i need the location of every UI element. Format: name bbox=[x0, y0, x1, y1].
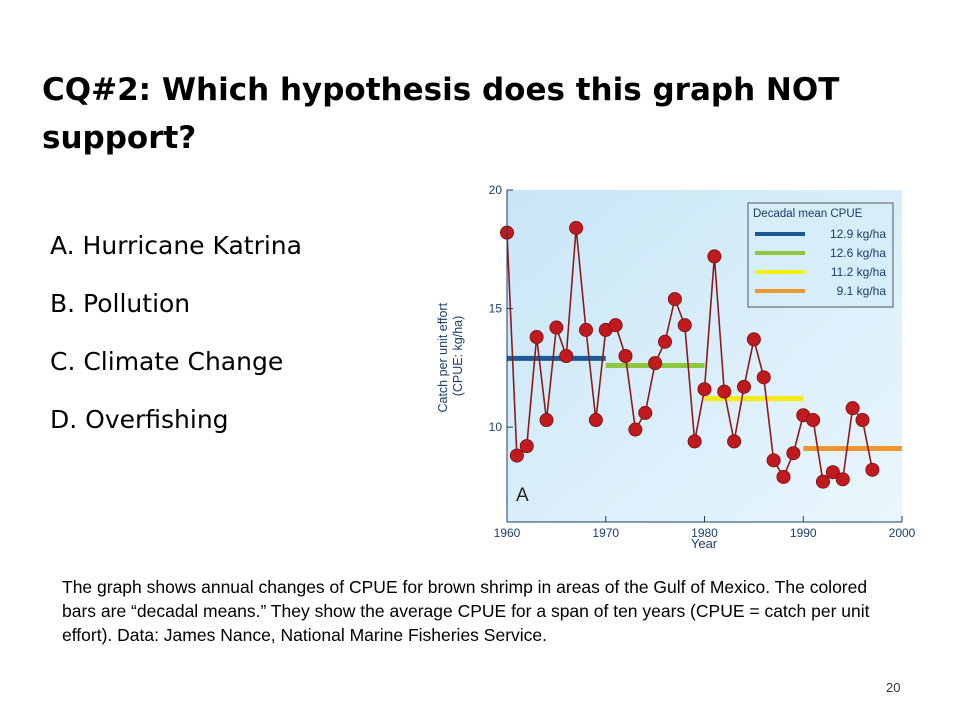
legend-label-4: 9.1 kg/ha bbox=[837, 284, 887, 298]
data-point-1968 bbox=[578, 322, 593, 337]
legend-title: Decadal mean CPUE bbox=[753, 208, 863, 220]
data-point-1975 bbox=[648, 356, 663, 371]
y-axis-label-line-2: (CPUE: kg/ha) bbox=[451, 316, 465, 397]
legend: Decadal mean CPUE 12.9 kg/ha 12.6 kg/ha 11… bbox=[747, 202, 894, 308]
panel-label: A bbox=[516, 485, 529, 506]
data-point-1980 bbox=[697, 382, 712, 397]
data-point-1991 bbox=[806, 413, 821, 428]
data-point-1969 bbox=[588, 413, 603, 428]
data-point-1987 bbox=[766, 453, 781, 468]
data-point-1983 bbox=[727, 434, 742, 449]
option-c: C. Climate Change bbox=[50, 347, 284, 376]
answer-options: A. Hurricane Katrina B. Pollution C. Cli… bbox=[50, 222, 302, 454]
y-tick-label-15: 15 bbox=[489, 302, 503, 316]
data-point-1986 bbox=[756, 370, 771, 385]
data-point-1981 bbox=[707, 249, 722, 264]
legend-label-1: 12.9 kg/ha bbox=[830, 227, 886, 241]
data-point-1984 bbox=[736, 379, 751, 394]
data-point-1973 bbox=[628, 422, 643, 437]
data-point-1976 bbox=[657, 334, 672, 349]
data-point-1971 bbox=[608, 318, 623, 333]
slide-title: CQ#2: Which hypothesis does this graph N… bbox=[42, 72, 840, 156]
data-point-1974 bbox=[638, 405, 653, 420]
chart-svg: 1960 1970 1980 1990 2000 10 15 20 A Decadal mea… bbox=[436, 183, 916, 551]
data-point-1967 bbox=[569, 220, 584, 235]
data-point-1995 bbox=[845, 401, 860, 416]
data-point-1966 bbox=[559, 348, 574, 363]
page-number: 20 bbox=[886, 680, 901, 695]
data-point-1985 bbox=[746, 332, 761, 347]
y-tick-label-10: 10 bbox=[489, 420, 503, 434]
chart-caption: The graph shows annual changes of CPUE f… bbox=[62, 577, 870, 645]
data-point-1977 bbox=[667, 292, 682, 307]
data-point-1996 bbox=[855, 413, 870, 428]
legend-label-3: 11.2 kg/ha bbox=[831, 265, 886, 279]
data-point-1964 bbox=[539, 413, 554, 428]
data-point-1961 bbox=[509, 448, 524, 463]
data-point-1994 bbox=[835, 472, 850, 487]
data-point-1989 bbox=[786, 446, 801, 461]
y-axis-label-line-1: Catch per unit effort bbox=[436, 302, 450, 412]
data-point-1997 bbox=[865, 462, 880, 477]
option-d: D. Overfishing bbox=[50, 405, 229, 434]
x-tick-label-1960: 1960 bbox=[494, 526, 521, 540]
data-point-1982 bbox=[717, 384, 732, 399]
axes: 1960 1970 1980 1990 2000 10 15 20 bbox=[489, 183, 916, 540]
data-point-1988 bbox=[776, 469, 791, 484]
data-point-1972 bbox=[618, 348, 633, 363]
y-tick-label-20: 20 bbox=[489, 183, 503, 197]
cpue-series bbox=[500, 220, 880, 489]
data-point-1993 bbox=[825, 465, 840, 480]
legend-label-2: 12.6 kg/ha bbox=[830, 246, 886, 260]
x-tick-label-1970: 1970 bbox=[592, 526, 619, 540]
data-point-1992 bbox=[815, 474, 830, 489]
x-tick-label-2000: 2000 bbox=[889, 526, 916, 540]
data-point-1963 bbox=[529, 330, 544, 345]
cpue-chart: 1960 1970 1980 1990 2000 10 15 20 A Decadal mea… bbox=[420, 178, 920, 558]
data-point-1965 bbox=[549, 320, 564, 335]
x-axis-label: Year bbox=[691, 536, 718, 551]
data-point-1978 bbox=[677, 318, 692, 333]
data-point-1962 bbox=[519, 439, 534, 454]
x-tick-label-1980: 1980 bbox=[691, 526, 718, 540]
x-tick-label-1990: 1990 bbox=[790, 526, 817, 540]
data-point-1979 bbox=[687, 434, 702, 449]
option-a: A. Hurricane Katrina bbox=[50, 231, 302, 260]
y-axis-label: Catch per unit effort (CPUE: kg/ha) bbox=[436, 299, 465, 412]
option-b: B. Pollution bbox=[50, 289, 191, 318]
